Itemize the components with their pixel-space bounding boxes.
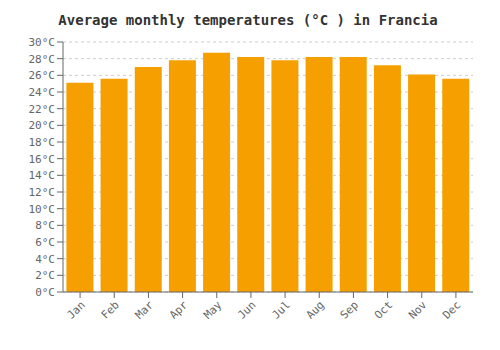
svg-text:0°C: 0°C — [35, 286, 55, 299]
svg-text:6°C: 6°C — [35, 236, 55, 249]
svg-text:4°C: 4°C — [35, 253, 55, 266]
svg-text:Aug: Aug — [304, 298, 327, 321]
svg-text:14°C: 14°C — [29, 169, 56, 182]
svg-text:Jan: Jan — [64, 298, 87, 321]
svg-text:16°C: 16°C — [29, 153, 56, 166]
svg-text:Apr: Apr — [167, 298, 191, 322]
svg-text:28°C: 28°C — [29, 53, 56, 66]
svg-text:Jun: Jun — [235, 298, 258, 321]
svg-text:Jul: Jul — [269, 298, 292, 321]
svg-text:Oct: Oct — [372, 298, 395, 321]
svg-text:Nov: Nov — [406, 298, 430, 322]
svg-text:Dec: Dec — [440, 298, 463, 321]
svg-text:2°C: 2°C — [35, 269, 55, 282]
svg-text:30°C: 30°C — [29, 36, 56, 49]
svg-text:12°C: 12°C — [29, 186, 56, 199]
svg-text:8°C: 8°C — [35, 219, 55, 232]
svg-text:May: May — [201, 298, 225, 322]
svg-text:Feb: Feb — [99, 298, 122, 321]
svg-text:10°C: 10°C — [29, 203, 56, 216]
svg-text:20°C: 20°C — [29, 119, 56, 132]
svg-text:26°C: 26°C — [29, 69, 56, 82]
svg-text:18°C: 18°C — [29, 136, 56, 149]
svg-text:22°C: 22°C — [29, 103, 56, 116]
svg-text:Mar: Mar — [133, 298, 157, 322]
html-text:Average monthly temperatures (: Average monthly temperatures (°C ) in Fr… — [58, 12, 438, 28]
svg-text:24°C: 24°C — [29, 86, 56, 99]
svg-text:Sep: Sep — [338, 298, 361, 321]
